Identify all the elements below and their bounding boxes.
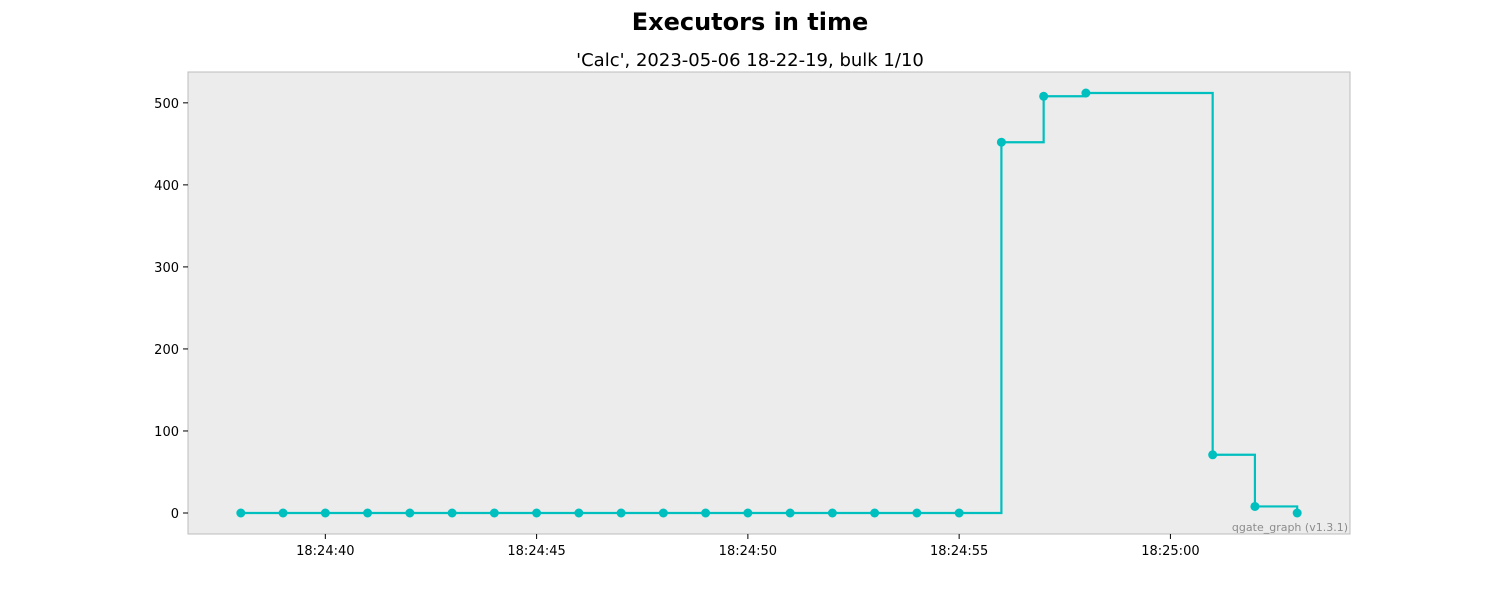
- y-tick-label: 300: [154, 261, 179, 276]
- data-point: [785, 508, 795, 518]
- series-layer: [236, 88, 1302, 518]
- data-point: [1292, 508, 1302, 518]
- data-point: [447, 508, 457, 518]
- data-point: [996, 137, 1006, 147]
- plot-area: [187, 71, 1351, 535]
- data-point: [954, 508, 964, 518]
- x-tick-label: 18:24:55: [930, 544, 988, 559]
- data-point: [870, 508, 880, 518]
- data-point: [1039, 91, 1049, 101]
- axis-ticks: 0 100 200 300 400 500 18:24:40 18:24:45 18:24:50…: [154, 97, 1199, 559]
- data-point: [320, 508, 330, 518]
- data-point: [743, 508, 753, 518]
- x-tick-label: 18:24:50: [719, 544, 777, 559]
- y-tick-label: 0: [171, 507, 179, 522]
- series-line: [240, 91, 1299, 515]
- data-point: [489, 508, 499, 518]
- data-point: [616, 508, 626, 518]
- data-point: [1250, 501, 1260, 511]
- chart-subtitle: 'Calc', 2023-05-06 18-22-19, bulk 1/10: [576, 50, 924, 71]
- x-tick-label: 18:25:00: [1141, 544, 1199, 559]
- data-point: [405, 508, 415, 518]
- y-tick-label: 500: [154, 97, 179, 112]
- y-tick-label: 200: [154, 343, 179, 358]
- data-point: [912, 508, 922, 518]
- data-point: [658, 508, 668, 518]
- x-tick-label: 18:24:40: [296, 544, 354, 559]
- data-point: [278, 508, 288, 518]
- data-point: [701, 508, 711, 518]
- data-point: [1208, 450, 1218, 460]
- y-tick-label: 400: [154, 179, 179, 194]
- watermark-label: qgate_graph (v1.3.1): [1232, 521, 1348, 534]
- data-point: [1081, 88, 1091, 98]
- x-tick-label: 18:24:45: [507, 544, 565, 559]
- data-point: [532, 508, 542, 518]
- y-tick-label: 100: [154, 425, 179, 440]
- data-point: [236, 508, 246, 518]
- chart-title: Executors in time: [631, 8, 869, 36]
- data-point: [363, 508, 373, 518]
- data-point: [574, 508, 584, 518]
- data-point: [827, 508, 837, 518]
